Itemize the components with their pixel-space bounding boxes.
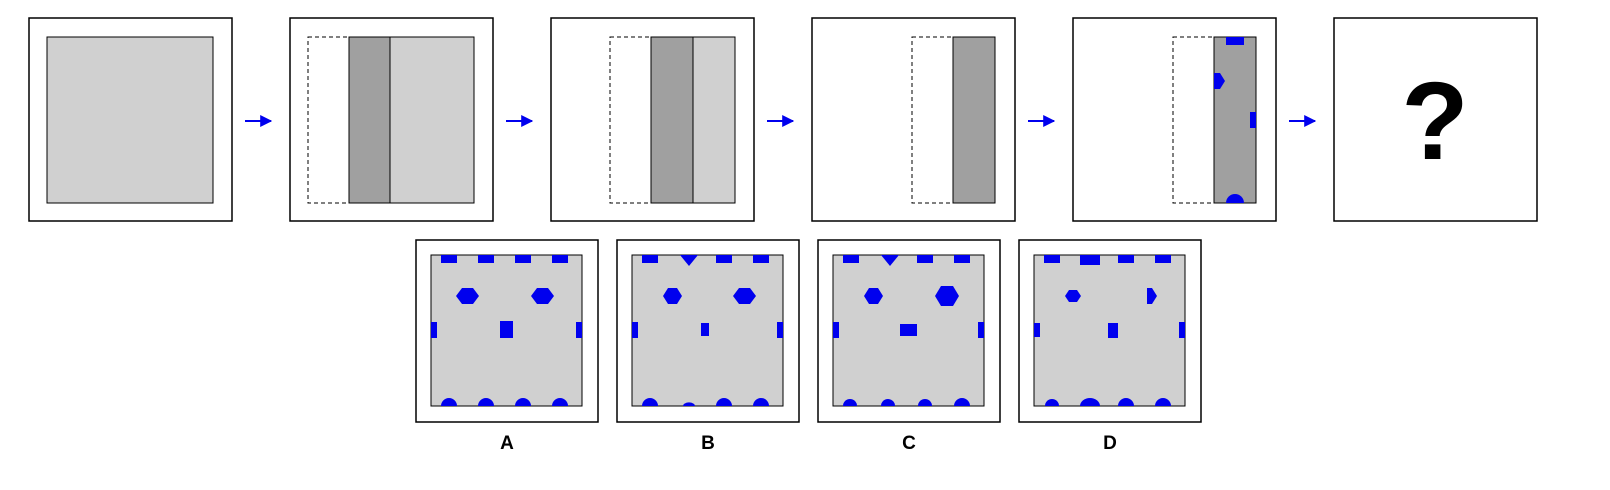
hole-rectangle-top (1226, 37, 1244, 45)
paper-remaining (692, 36, 736, 204)
fold-outline (911, 36, 954, 204)
option-c[interactable]: C (817, 239, 1001, 454)
option-b[interactable]: B (616, 239, 800, 454)
hole-semicircle-bottom (1226, 194, 1244, 203)
paper-square (46, 36, 214, 204)
fold-outline (307, 36, 350, 204)
option-label: B (701, 433, 715, 454)
fold-outline (609, 36, 652, 204)
folded-layer (1213, 36, 1257, 204)
fold-outline (1172, 36, 1215, 204)
folded-layer (952, 36, 996, 204)
step-2-panel (289, 17, 494, 222)
option-label: A (500, 433, 514, 454)
option-d[interactable]: D (1018, 239, 1202, 454)
step-5-panel (1072, 17, 1277, 222)
question-mark: ? (1401, 60, 1468, 183)
step-3-panel (550, 17, 755, 222)
folded-layer (348, 36, 391, 204)
option-label: C (902, 433, 916, 454)
step-1-panel (28, 17, 233, 222)
paper-remaining (389, 36, 475, 204)
step-4-panel (811, 17, 1016, 222)
option-label: D (1103, 433, 1117, 454)
folded-layer (650, 36, 694, 204)
hole-hexagon-left (1214, 73, 1225, 89)
option-a[interactable]: A (415, 239, 599, 454)
question-panel: ? (1333, 17, 1538, 222)
hole-rectangle-right (1250, 112, 1256, 128)
